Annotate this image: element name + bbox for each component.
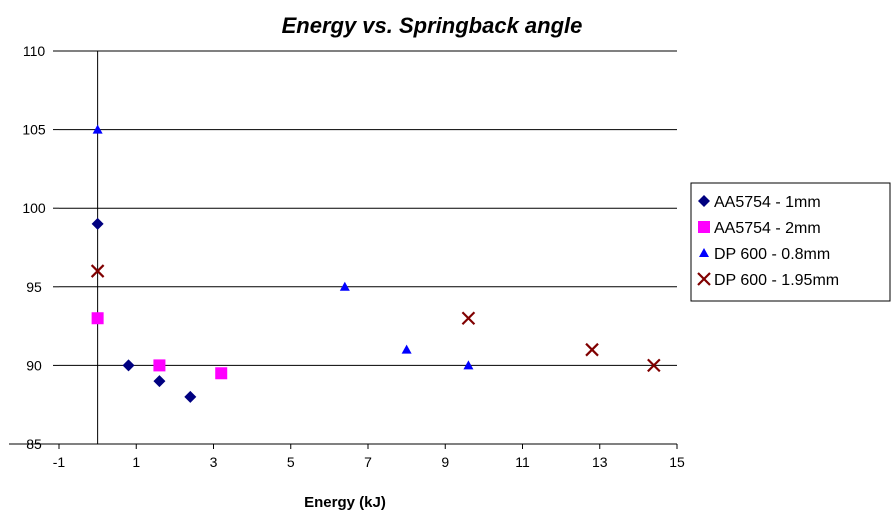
x-tick-label: -1 — [53, 454, 66, 470]
data-point — [91, 217, 104, 230]
x-tick-label: 13 — [592, 454, 608, 470]
x-tick-label: 15 — [669, 454, 685, 470]
legend-label: AA5754 - 2mm — [714, 220, 821, 237]
data-points — [90, 124, 661, 403]
legend-marker — [699, 248, 709, 257]
x-marker-stroke — [697, 272, 711, 286]
data-point — [463, 360, 474, 370]
x-tick-label: 5 — [287, 454, 295, 470]
legend-item: AA5754 - 1mm — [698, 194, 821, 211]
data-point — [92, 124, 103, 134]
series-1 — [91, 217, 197, 403]
x-tick-label: 3 — [210, 454, 218, 470]
data-point — [339, 281, 350, 291]
legend-marker — [698, 195, 710, 207]
x-tick-label: 1 — [132, 454, 140, 470]
data-point — [91, 312, 104, 325]
legend-item: DP 600 - 1.95mm — [697, 272, 839, 289]
axes — [9, 50, 678, 449]
legend-marker — [697, 272, 711, 286]
x-marker-stroke — [461, 311, 476, 326]
data-point — [153, 359, 166, 372]
y-tick-label: 105 — [22, 122, 46, 138]
data-point — [215, 367, 228, 380]
legend-item: DP 600 - 0.8mm — [699, 246, 830, 263]
chart-title: Energy vs. Springback angle — [282, 13, 583, 38]
data-point — [122, 359, 135, 372]
legend-label: AA5754 - 1mm — [714, 194, 821, 211]
legend-label: DP 600 - 1.95mm — [714, 272, 839, 289]
series-3 — [92, 124, 474, 370]
data-point — [647, 358, 661, 373]
legend-marker — [698, 221, 710, 233]
legend: AA5754 - 1mm AA5754 - 2mm DP 600 - 0.8mm DP… — [690, 182, 891, 302]
y-tick-label: 90 — [26, 357, 42, 373]
data-point — [153, 375, 166, 388]
x-marker-stroke — [90, 264, 105, 278]
data-point — [184, 390, 197, 403]
y-tick-label: 110 — [23, 43, 46, 59]
series-4 — [90, 264, 661, 373]
series-2 — [91, 312, 228, 380]
y-tick-label: 100 — [22, 200, 46, 216]
y-tick-label: 95 — [26, 279, 42, 295]
data-point — [461, 311, 476, 326]
x-tick-label: 9 — [441, 454, 449, 470]
x-tick-label: 11 — [515, 454, 530, 470]
data-point — [401, 344, 412, 354]
y-tick-label: 85 — [26, 436, 42, 452]
data-point — [90, 264, 105, 278]
x-axis-title: Energy (kJ) — [304, 494, 386, 511]
x-tick-label: 7 — [364, 454, 372, 470]
legend-item: AA5754 - 2mm — [698, 220, 821, 237]
x-marker-stroke — [647, 358, 661, 373]
x-marker-stroke — [585, 342, 599, 357]
data-point — [585, 342, 599, 357]
legend-box — [690, 182, 891, 302]
legend-label: DP 600 - 0.8mm — [714, 246, 830, 263]
gridlines — [59, 50, 677, 445]
